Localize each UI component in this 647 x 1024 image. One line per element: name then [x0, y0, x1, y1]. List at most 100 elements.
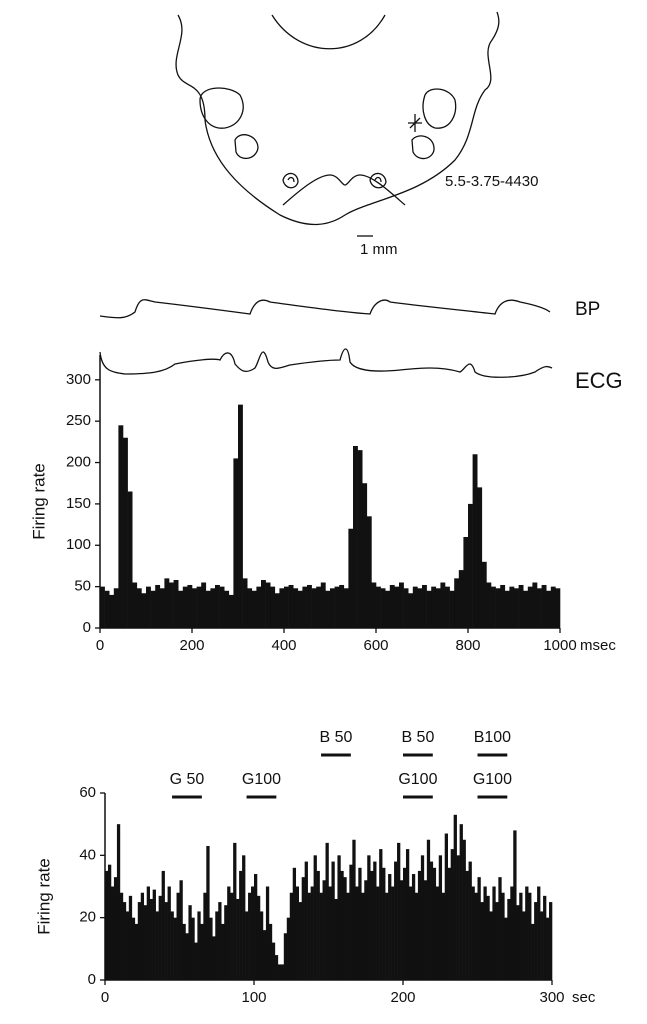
bar	[516, 905, 520, 980]
bar	[203, 892, 207, 980]
bar	[389, 584, 395, 628]
bar	[215, 584, 220, 628]
bar	[219, 586, 225, 628]
bar	[316, 586, 322, 628]
bar	[462, 839, 466, 980]
bar	[242, 578, 248, 628]
bar	[173, 580, 179, 628]
bar	[251, 590, 257, 628]
y-tick-label: 0	[83, 619, 91, 636]
bar	[238, 404, 243, 628]
bar	[247, 588, 253, 628]
bar	[394, 586, 400, 628]
x-tick-label: 200	[390, 989, 415, 1006]
bar	[382, 867, 386, 980]
bar	[518, 584, 524, 628]
bar	[251, 886, 255, 980]
bar	[408, 886, 413, 980]
bar	[141, 593, 147, 628]
bar	[376, 886, 380, 980]
bar	[420, 855, 425, 980]
bar	[322, 880, 326, 980]
bar	[388, 874, 392, 980]
bar	[534, 902, 538, 980]
bar	[540, 911, 544, 980]
bar	[182, 923, 186, 980]
bar	[546, 590, 552, 628]
bar	[376, 586, 381, 628]
bar	[495, 902, 499, 980]
bar	[504, 917, 508, 980]
bar	[307, 892, 311, 980]
bar	[435, 588, 441, 628]
bar	[187, 584, 193, 628]
bar	[426, 839, 431, 980]
bar	[486, 582, 492, 628]
x-tick-label: 200	[179, 637, 204, 654]
bar	[164, 902, 168, 980]
annotation-label: G100	[398, 771, 437, 788]
bar	[136, 588, 142, 628]
bar	[334, 898, 338, 980]
bar	[438, 855, 443, 980]
bar	[105, 870, 109, 980]
bar	[197, 911, 201, 980]
bar	[337, 855, 341, 980]
traces: BP ECG	[99, 299, 623, 393]
bar	[104, 590, 110, 628]
bar	[125, 911, 130, 980]
brain-section: 5.5-3.75-4430 1 mm	[175, 11, 538, 258]
bar	[122, 902, 127, 980]
y-tick-label: 50	[74, 578, 91, 595]
bar	[371, 582, 377, 628]
bar	[500, 584, 506, 628]
bar	[514, 588, 519, 628]
bar	[445, 586, 450, 628]
bar	[507, 898, 511, 980]
bar	[192, 588, 197, 628]
bar	[423, 880, 428, 980]
bar	[307, 584, 312, 628]
x-tick-label: 0	[101, 989, 109, 1006]
bar	[233, 458, 239, 628]
bar	[313, 855, 317, 980]
bar	[399, 582, 404, 628]
bar	[408, 593, 414, 628]
bar	[456, 855, 460, 980]
bar	[297, 590, 303, 628]
bar	[366, 516, 372, 628]
bar	[110, 886, 115, 980]
y-tick-label: 300	[66, 371, 91, 388]
bar	[537, 886, 541, 980]
bar	[280, 964, 285, 980]
bar	[355, 886, 359, 980]
bar	[483, 886, 487, 980]
bar	[429, 861, 434, 980]
bar	[107, 864, 112, 980]
bar	[525, 886, 529, 980]
bar	[449, 590, 455, 628]
bar	[188, 905, 192, 980]
bar	[134, 923, 139, 980]
bar	[492, 886, 496, 980]
bar	[302, 586, 308, 628]
bar	[440, 582, 446, 628]
bar	[265, 582, 271, 628]
bar	[426, 590, 432, 628]
bar	[477, 487, 483, 628]
bar	[444, 833, 448, 980]
bar	[113, 877, 118, 980]
bar	[340, 870, 344, 980]
x-tick-label: 600	[363, 637, 388, 654]
bar	[531, 923, 535, 980]
bar	[137, 902, 142, 980]
bar	[435, 886, 440, 980]
bar	[155, 584, 161, 628]
bar	[298, 902, 302, 980]
bar	[385, 590, 391, 628]
bar	[331, 861, 335, 980]
bar	[555, 588, 561, 628]
bar	[319, 892, 323, 980]
bar	[346, 892, 350, 980]
bar	[100, 586, 105, 628]
